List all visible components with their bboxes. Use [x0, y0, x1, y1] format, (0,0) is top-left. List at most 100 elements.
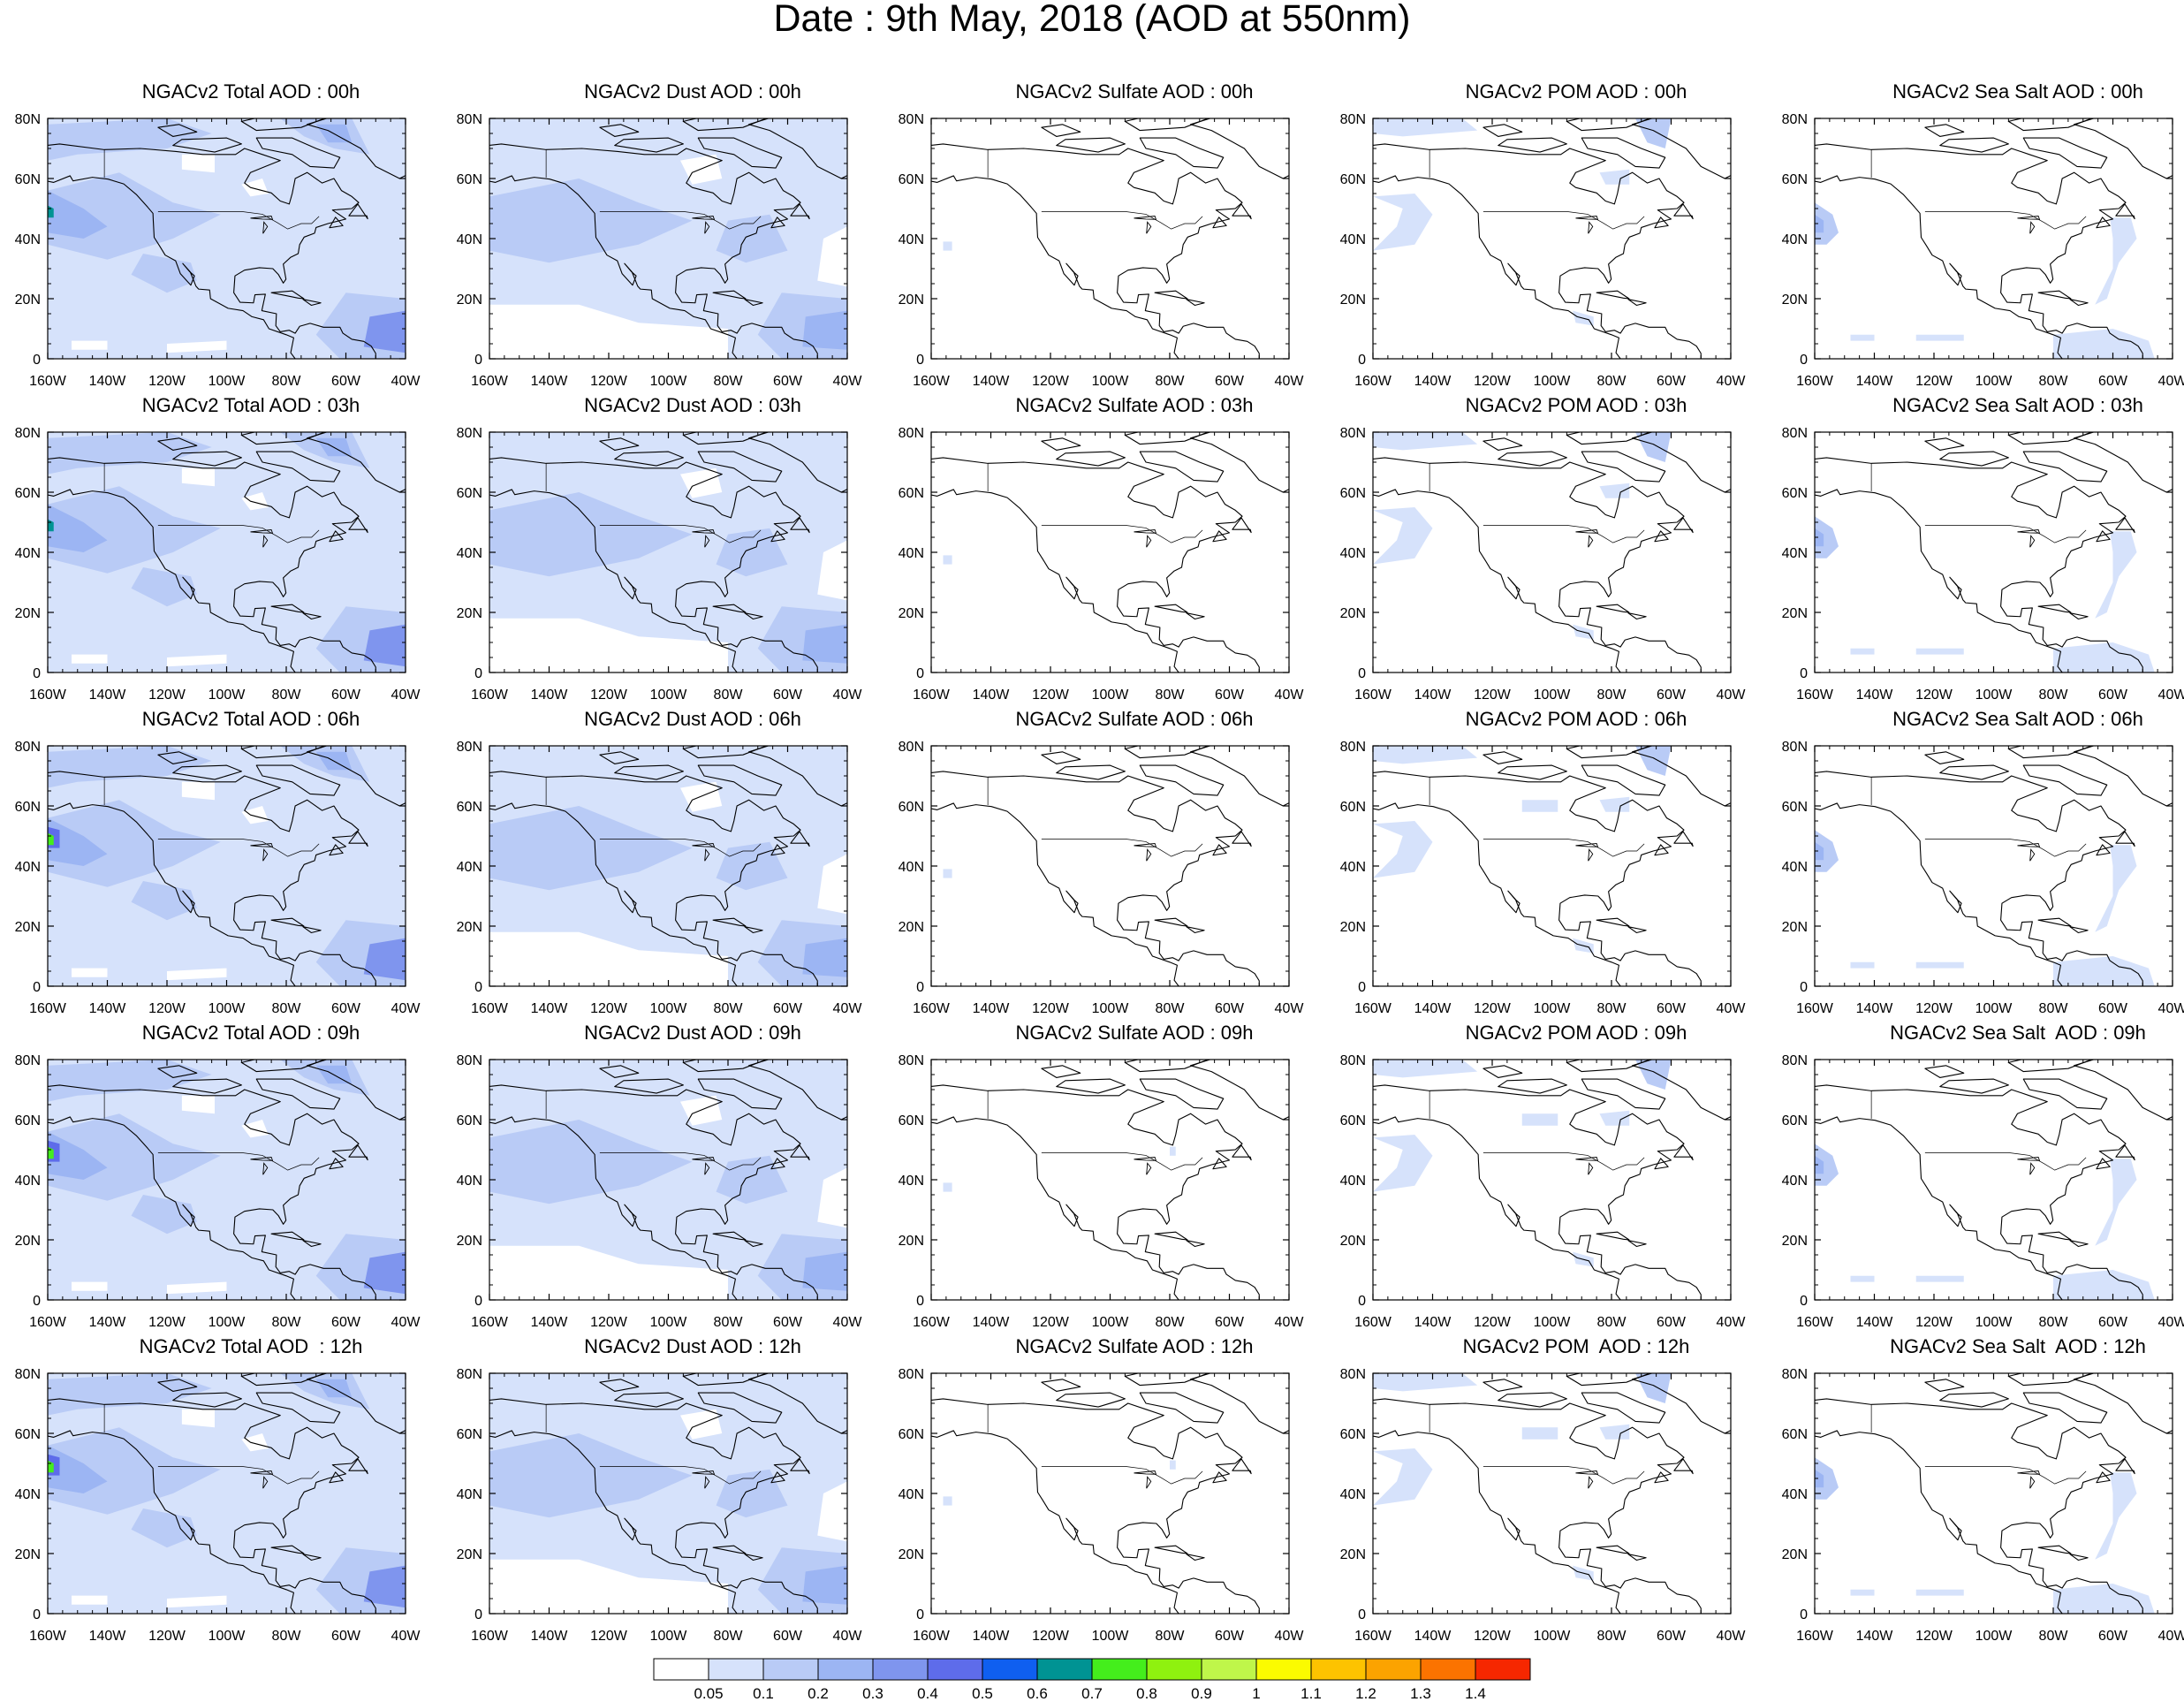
- lat-label: 80N: [457, 1053, 482, 1068]
- island: [255, 451, 341, 482]
- island: [712, 1545, 747, 1554]
- aod-field: [680, 1095, 723, 1126]
- lat-label: 40N: [457, 1487, 482, 1502]
- coastline-west: [1815, 175, 2063, 359]
- colorbar-swatch: [1146, 1658, 1202, 1681]
- island: [1596, 917, 1630, 927]
- island: [302, 612, 322, 620]
- lat-label: 20N: [899, 606, 924, 621]
- lon-label: 120W: [1915, 1629, 1953, 1644]
- island: [1212, 844, 1227, 856]
- lake: [262, 535, 269, 548]
- lon-label: 80W: [272, 1315, 302, 1330]
- island: [1186, 612, 1205, 620]
- aod-field: [1850, 1589, 1875, 1596]
- aod-field: [1635, 1060, 1672, 1090]
- coastline-east: [489, 1398, 818, 1614]
- island: [2115, 203, 2135, 220]
- border-line: [1483, 1152, 1645, 1171]
- lon-label: 100W: [1092, 1629, 1130, 1644]
- island: [770, 1471, 785, 1484]
- lon-label: 60W: [1215, 1001, 1245, 1016]
- map-panel: NGACv2 Dust AOD : 09h 0 20N 40N 60N 80N 160W 14…: [457, 1022, 928, 1331]
- aod-field: [489, 1559, 728, 1614]
- lon-label: 80W: [1597, 688, 1627, 703]
- coastline-west: [48, 489, 296, 672]
- island: [748, 1373, 847, 1434]
- aod-field: [1815, 1155, 1824, 1174]
- panel-title: NGACv2 Total AOD : 12h: [139, 1335, 363, 1357]
- island: [1939, 1392, 2009, 1408]
- lake: [262, 221, 269, 234]
- border-line: [157, 1152, 320, 1171]
- lat-label: 20N: [1340, 1547, 1366, 1562]
- panel-title: NGACv2 POM AOD : 03h: [1465, 394, 1687, 416]
- lon-label: 40W: [2158, 688, 2184, 703]
- island: [1212, 1158, 1227, 1170]
- map-plot: 0 20N 40N 60N 80N 160W 140W 120W 100W 80W 60W 40W: [457, 426, 863, 703]
- lon-label: 80W: [2039, 1001, 2069, 1016]
- lon-label: 160W: [913, 1315, 951, 1330]
- map-plot: 0 20N 40N 60N 80N 160W 140W 120W 100W 80W 60W 40W: [899, 1367, 1305, 1644]
- lon-label: 60W: [773, 374, 803, 389]
- aod-field: [241, 179, 269, 197]
- lat-label: 60N: [457, 172, 482, 187]
- lat-label: 60N: [457, 1427, 482, 1442]
- island: [172, 1078, 242, 1094]
- aod-field: [1815, 1457, 1839, 1500]
- coastline-west: [1815, 1116, 2063, 1300]
- lon-label: 100W: [209, 1629, 246, 1644]
- aod-field: [131, 254, 197, 293]
- island: [1673, 1458, 1694, 1475]
- coastline-west: [1373, 802, 1621, 986]
- island: [172, 764, 242, 780]
- lon-label: 120W: [1474, 374, 1512, 389]
- panel-title: NGACv2 Sulfate AOD : 03h: [1015, 394, 1254, 416]
- lon-label: 100W: [1092, 1315, 1130, 1330]
- lake: [250, 843, 274, 847]
- coastline-west: [931, 1116, 1179, 1300]
- colorbar-swatch: [1036, 1658, 1093, 1681]
- island: [1673, 203, 1694, 220]
- aod-field: [489, 492, 693, 577]
- lake: [2017, 216, 2041, 220]
- island: [1939, 1078, 2009, 1094]
- panel-title: NGACv2 Total AOD : 09h: [141, 1022, 360, 1044]
- border-line: [157, 839, 320, 857]
- aod-field: [1815, 214, 1824, 233]
- island: [770, 844, 785, 856]
- island: [1041, 1379, 1081, 1392]
- border-line: [1924, 211, 2087, 230]
- aod-field: [2095, 217, 2137, 305]
- lon-label: 140W: [973, 688, 1011, 703]
- aod-field: [1815, 528, 1824, 547]
- aod-field: [489, 931, 728, 986]
- lon-label: 140W: [1414, 688, 1452, 703]
- colorbar-swatch: [927, 1658, 983, 1681]
- island: [614, 451, 684, 467]
- coastline-east: [48, 1084, 376, 1300]
- lat-label: 0: [33, 1294, 41, 1309]
- coastline-west: [489, 175, 738, 359]
- lon-label: 60W: [1657, 688, 1687, 703]
- map-plot: 0 20N 40N 60N 80N 160W 140W 120W 100W 80W 60W 40W: [1782, 112, 2184, 389]
- lon-label: 160W: [1796, 1629, 1834, 1644]
- lon-label: 100W: [209, 374, 246, 389]
- map-plot: 0 20N 40N 60N 80N 160W 140W 120W 100W 80W 60W 40W: [457, 1367, 863, 1644]
- aod-field: [2095, 531, 2137, 619]
- lon-label: 100W: [650, 1001, 688, 1016]
- lon-label: 120W: [590, 1315, 628, 1330]
- island: [1654, 530, 1669, 543]
- lon-label: 160W: [29, 374, 67, 389]
- coastline-east: [1815, 771, 2143, 986]
- island: [748, 746, 847, 807]
- lon-label: 100W: [209, 688, 246, 703]
- aod-field: [1373, 1135, 1433, 1192]
- lat-label: 20N: [899, 293, 924, 308]
- lon-label: 160W: [913, 688, 951, 703]
- colorbar-swatch: [1201, 1658, 1257, 1681]
- island: [1654, 217, 1669, 229]
- colorbar-label: 1.2: [1355, 1685, 1376, 1702]
- map-plot: 0 20N 40N 60N 80N 160W 140W 120W 100W 80W 60W 40W: [457, 1053, 863, 1330]
- lat-label: 0: [1358, 1294, 1366, 1309]
